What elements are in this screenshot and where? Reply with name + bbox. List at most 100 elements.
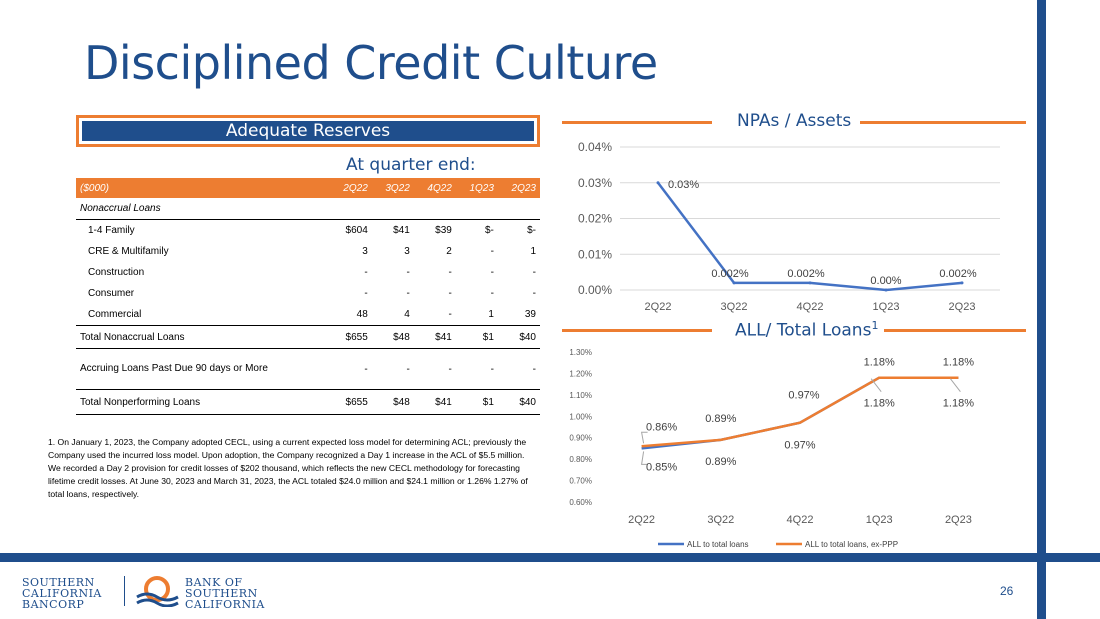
- table-cell: $39: [435, 225, 452, 236]
- row-label: Accruing Loans Past Due 90 days or More: [76, 348, 330, 390]
- footnote: 1. On January 1, 2023, the Company adopt…: [48, 437, 528, 499]
- quarter-end-label: At quarter end:: [346, 155, 476, 175]
- y-tick-label: 0.00%: [578, 283, 612, 297]
- southern-california-bancorp-logo: SOUTHERN CALIFORNIA BANCORP: [22, 577, 102, 610]
- logo-line: BANK OF: [185, 576, 243, 589]
- x-tick-label: 4Q22: [787, 514, 814, 526]
- y-tick-label: 0.90%: [569, 434, 592, 443]
- table-cell: -: [490, 288, 494, 299]
- page-number: 26: [1000, 584, 1014, 598]
- table-cell: $604: [345, 225, 368, 236]
- table-cell: 48: [329, 304, 372, 326]
- y-tick-label: 0.02%: [578, 212, 612, 226]
- x-tick-label: 2Q23: [945, 514, 972, 526]
- data-label: 0.97%: [788, 390, 819, 402]
- bank-of-southern-california-logo: BANK OF SOUTHERN CALIFORNIA: [185, 577, 265, 610]
- data-label: 0.002%: [711, 268, 749, 280]
- y-tick-label: 0.70%: [569, 477, 592, 486]
- table-header-cell: 3Q22: [371, 178, 414, 198]
- x-tick-label: 3Q22: [707, 514, 734, 526]
- all-chart-title: ALL/ Total Loans1: [735, 319, 878, 341]
- y-tick-label: 1.00%: [569, 412, 592, 421]
- y-tick-label: 0.60%: [569, 498, 592, 507]
- right-accent-bar: [1037, 0, 1046, 619]
- footnote-marker: 1: [871, 319, 879, 332]
- x-tick-label: 2Q22: [628, 514, 655, 526]
- y-tick-label: 0.03%: [578, 176, 612, 190]
- npa-chart-title: NPAs / Assets: [737, 111, 852, 131]
- table-cell: $41: [413, 389, 456, 415]
- leader-line: [870, 378, 882, 393]
- logo-line: SOUTHERN: [185, 587, 258, 600]
- table-cell: 2: [446, 246, 452, 257]
- accruing-past-due-row: Accruing Loans Past Due 90 days or More …: [76, 348, 540, 390]
- all-chart-title-text: ALL/ Total Loans: [735, 320, 872, 341]
- bottom-accent-bar: [0, 553, 1100, 562]
- x-tick-label: 2Q23: [949, 301, 976, 313]
- data-label: 0.85%: [646, 461, 677, 473]
- table-section-row: Nonaccrual Loans: [76, 198, 540, 220]
- logo-line: CALIFORNIA: [185, 598, 265, 611]
- row-label: Construction: [88, 267, 145, 278]
- table-cell: -: [497, 348, 540, 390]
- data-point: [808, 281, 812, 285]
- y-tick-label: 1.20%: [569, 369, 592, 378]
- table-cell: -: [532, 267, 536, 278]
- page-title: Disciplined Credit Culture: [84, 36, 658, 90]
- row-label: Total Nonaccrual Loans: [76, 325, 330, 349]
- nonperforming-loans-table: ($000) 2Q22 3Q22 4Q22 1Q23 2Q23 Nonaccru…: [76, 178, 540, 415]
- row-label: Commercial: [76, 304, 330, 326]
- data-label: 0.97%: [784, 440, 815, 452]
- table-cell: 39: [497, 304, 540, 326]
- table-cell: -: [364, 288, 368, 299]
- table-cell: $41: [413, 325, 456, 349]
- x-tick-label: 1Q23: [873, 301, 900, 313]
- table-cell: 3: [362, 246, 368, 257]
- table-cell: $-: [527, 225, 536, 236]
- data-label: 0.00%: [870, 275, 901, 287]
- table-cell: 1: [455, 304, 498, 326]
- data-label: 0.89%: [705, 456, 736, 468]
- legend-label: ALL to total loans, ex-PPP: [805, 540, 898, 549]
- row-label: CRE & Multifamily: [88, 246, 169, 257]
- section-rule-left: [562, 121, 712, 124]
- npa-assets-chart: 0.00% 0.01% 0.02% 0.03% 0.04% 2Q22 3Q22 4Q22 1Q2…: [578, 140, 1000, 313]
- section-rule-right: [884, 329, 1026, 332]
- table-row: Commercial 48 4 - 1 39: [76, 304, 540, 326]
- logo-line: CALIFORNIA: [22, 587, 102, 600]
- data-label: 0.002%: [787, 268, 825, 280]
- table-header-cell: 4Q22: [413, 178, 456, 198]
- row-label: Total Nonperforming Loans: [76, 389, 330, 415]
- adequate-reserves-banner: Adequate Reserves: [76, 115, 540, 147]
- x-tick-label: 3Q22: [721, 301, 748, 313]
- adequate-reserves-label: Adequate Reserves: [82, 121, 534, 141]
- section-rule-left: [562, 329, 712, 332]
- table-cell: $1: [455, 325, 498, 349]
- data-label: 0.89%: [705, 413, 736, 425]
- data-label: 0.002%: [939, 268, 977, 280]
- table-cell: 3: [404, 246, 410, 257]
- legend-label: ALL to total loans: [687, 540, 749, 549]
- table-cell: -: [490, 267, 494, 278]
- npa-section-header: NPAs / Assets: [562, 111, 1026, 133]
- row-label: Consumer: [88, 288, 135, 299]
- y-tick-label: 0.04%: [578, 140, 612, 154]
- table-row: CRE & Multifamily 3 3 2 - 1: [76, 241, 540, 262]
- all-section-header: ALL/ Total Loans1: [562, 319, 1026, 341]
- data-label: 0.86%: [646, 421, 677, 433]
- all-total-loans-chart: 0.60% 0.70% 0.80% 0.90% 1.00% 1.10% 1.20% 1.30%…: [569, 348, 974, 549]
- data-point: [960, 281, 964, 285]
- table-cell: $655: [329, 389, 372, 415]
- table-header-cell: ($000): [76, 178, 330, 198]
- table-cell: -: [413, 304, 456, 326]
- x-tick-label: 2Q22: [645, 301, 672, 313]
- table-cell: -: [364, 267, 368, 278]
- table-cell: -: [406, 288, 410, 299]
- table-cell: -: [448, 288, 452, 299]
- table-cell: 1: [530, 246, 536, 257]
- section-label: Nonaccrual Loans: [76, 198, 540, 220]
- all-series-line: [641, 376, 959, 450]
- table-cell: -: [413, 348, 456, 390]
- data-point: [884, 288, 888, 292]
- leader-line: [950, 378, 961, 393]
